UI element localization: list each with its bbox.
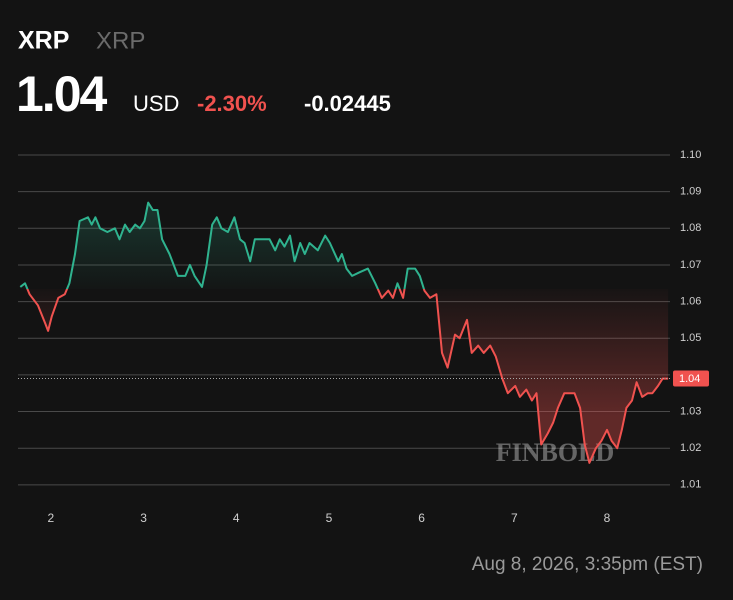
y-tick-label: 1.05 <box>680 332 701 344</box>
price-line <box>19 201 669 464</box>
x-tick-label: 6 <box>418 511 425 525</box>
y-tick-label: 1.03 <box>680 405 701 417</box>
timestamp: Aug 8, 2026, 3:35pm (EST) <box>472 554 703 575</box>
change-percent: -2.30% <box>197 91 267 116</box>
y-tick-label: 1.02 <box>680 442 701 454</box>
y-tick-label: 1.01 <box>680 479 701 491</box>
x-tick-label: 3 <box>140 511 147 525</box>
ticker-name: XRP <box>96 27 145 54</box>
current-price-box <box>673 370 709 387</box>
y-tick-label: 1.07 <box>680 259 701 271</box>
y-tick-label: 1.08 <box>680 222 701 234</box>
current-price-label: 1.04 <box>679 373 700 385</box>
x-tick-label: 2 <box>48 511 55 525</box>
ticker: XRP <box>18 27 69 55</box>
x-tick-label: 7 <box>511 511 518 525</box>
x-tick-label: 8 <box>604 511 611 525</box>
x-tick-label: 5 <box>326 511 333 525</box>
price: 1.04 <box>16 66 108 122</box>
x-tick-label: 4 <box>233 511 240 525</box>
y-tick-label: 1.09 <box>680 186 701 198</box>
currency: USD <box>133 91 179 116</box>
y-tick-label: 1.06 <box>680 296 701 308</box>
y-tick-label: 1.10 <box>680 149 701 161</box>
change: -0.02445 <box>304 91 391 116</box>
